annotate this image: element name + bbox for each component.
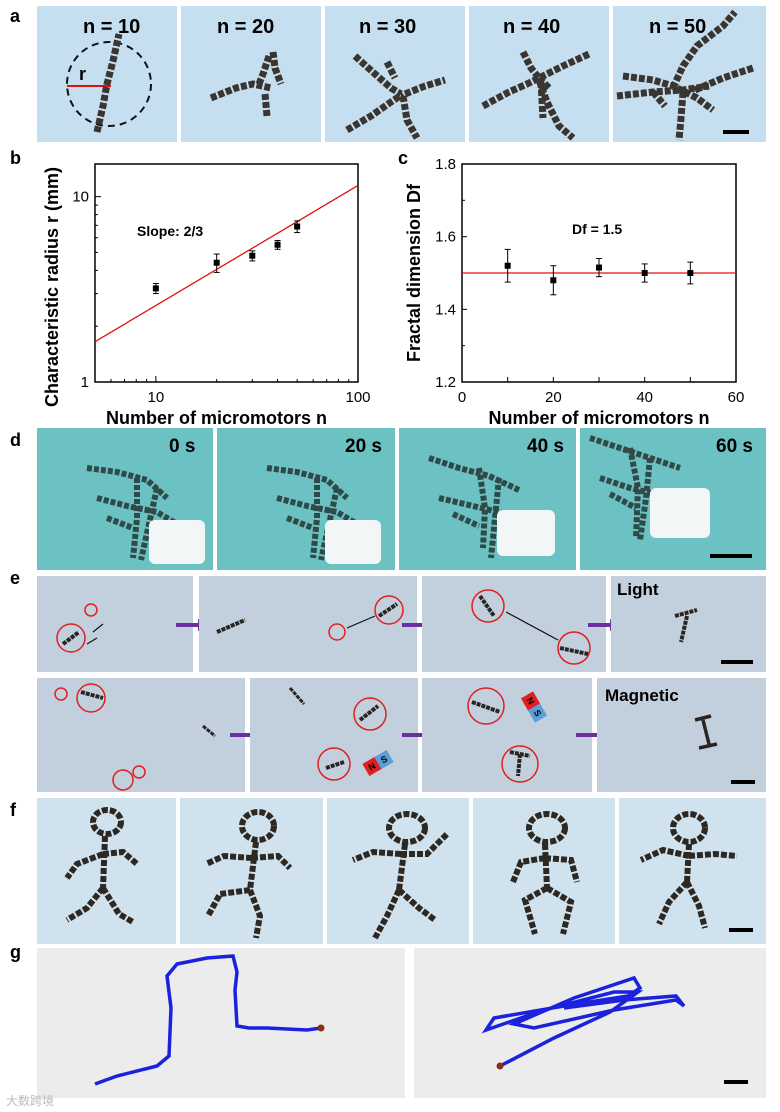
- light-frame-40s: 40 s: [399, 428, 576, 570]
- y-tick-label: 1.8: [435, 156, 456, 173]
- x-axis-label: Number of micromotors n: [488, 408, 709, 428]
- scale-bar-g: [724, 1080, 748, 1084]
- time-20s: 20 s: [345, 436, 382, 457]
- panel-label-b: b: [10, 148, 21, 168]
- data-point: [550, 277, 557, 284]
- x-tick-label: 10: [148, 389, 165, 406]
- panel-label-f: f: [10, 800, 16, 820]
- df-annotation: Df = 1.5: [572, 221, 622, 237]
- scale-bar-e-magnetic: [731, 780, 755, 784]
- x-tick-label: 0: [458, 389, 466, 406]
- cluster-label-n10: n = 10: [83, 16, 141, 38]
- stick-figure-2: [180, 798, 323, 944]
- cluster-image-n40: n = 40: [469, 6, 609, 142]
- radius-label: r: [79, 64, 87, 84]
- stick-figure-5: [619, 798, 766, 944]
- y-tick-label: 10: [72, 189, 89, 206]
- stick-figure-4: [473, 798, 615, 944]
- panel-label-a: a: [10, 6, 21, 26]
- panel-label-e: e: [10, 568, 21, 588]
- light-frame-0s: 0 s: [37, 428, 213, 570]
- y-tick-label: 1: [81, 374, 89, 391]
- stick-figure-3: [327, 798, 469, 944]
- magnetic-assembly-frame-1: [37, 678, 245, 792]
- scale-bar-e-light: [721, 660, 753, 664]
- light-frame-20s: 20 s: [217, 428, 395, 570]
- scale-bar-d: [710, 554, 752, 558]
- trajectory-1: [37, 948, 405, 1098]
- slope-annotation: Slope: 2/3: [137, 223, 203, 239]
- panel-label-g: g: [10, 942, 21, 962]
- x-tick-label: 60: [728, 389, 745, 406]
- fit-line: [94, 184, 359, 343]
- cluster-label-n20: n = 20: [217, 16, 275, 38]
- panel-label-d: d: [10, 430, 21, 450]
- data-point: [152, 285, 159, 292]
- trajectory-2: [414, 948, 766, 1098]
- time-40s: 40 s: [527, 436, 564, 457]
- chart-c: 0 20 40 60 1.2 1.4 1.6 1.8 Df = 1.5 Number of mic…: [392, 150, 780, 428]
- data-point: [687, 270, 694, 276]
- y-tick-label: 1.4: [435, 301, 456, 318]
- plot-frame: [94, 163, 359, 383]
- data-point: [641, 270, 648, 276]
- light-frame-60s: 60 s: [580, 428, 766, 570]
- magnetic-assembly-frame-2: N S: [250, 678, 418, 792]
- x-tick-label: 40: [636, 389, 653, 406]
- data-point: [274, 241, 281, 248]
- time-60s: 60 s: [716, 436, 753, 457]
- data-point: [504, 262, 511, 269]
- y-axis-label: Fractal dimension Df: [404, 183, 424, 362]
- cluster-image-n10: n = 10 r: [37, 6, 177, 142]
- cluster-label-n50: n = 50: [649, 16, 707, 38]
- light-assembly-frame-3: [422, 576, 606, 672]
- magnetic-label: Magnetic: [605, 686, 679, 705]
- chart-b: 10 100 1 10 Slope: 2/3 Number of micromotors …: [0, 150, 390, 428]
- data-point: [596, 264, 602, 271]
- light-assembly-frame-2: [199, 576, 417, 672]
- scale-bar-a: [723, 130, 749, 134]
- light-assembly-frame-1: [37, 576, 193, 672]
- cluster-label-n40: n = 40: [503, 16, 561, 38]
- data-point: [249, 252, 256, 259]
- time-0s: 0 s: [169, 436, 196, 457]
- cluster-label-n30: n = 30: [359, 16, 417, 38]
- cluster-image-n30: n = 30: [325, 6, 465, 142]
- magnetic-assembly-frame-3: N S: [422, 678, 592, 792]
- light-assembly-frame-4: Light: [611, 576, 766, 672]
- stick-figure-1: [37, 798, 176, 944]
- data-point: [294, 223, 301, 230]
- magnetic-assembly-frame-4: Magnetic: [597, 678, 766, 792]
- x-tick-label: 100: [345, 389, 370, 406]
- x-axis-label: Number of micromotors n: [106, 408, 327, 428]
- y-tick-label: 1.6: [435, 229, 456, 246]
- watermark: 大数跨境: [6, 1094, 55, 1108]
- data-point: [213, 259, 220, 266]
- y-axis-label: Characteristic radius r (mm): [42, 167, 62, 407]
- light-label: Light: [617, 580, 659, 599]
- x-tick-label: 20: [545, 389, 562, 406]
- y-tick-label: 1.2: [435, 374, 456, 391]
- cluster-image-n20: n = 20: [181, 6, 321, 142]
- cluster-image-n50: n = 50: [613, 6, 766, 142]
- panel-label-c: c: [398, 148, 409, 168]
- scale-bar-f: [729, 928, 753, 932]
